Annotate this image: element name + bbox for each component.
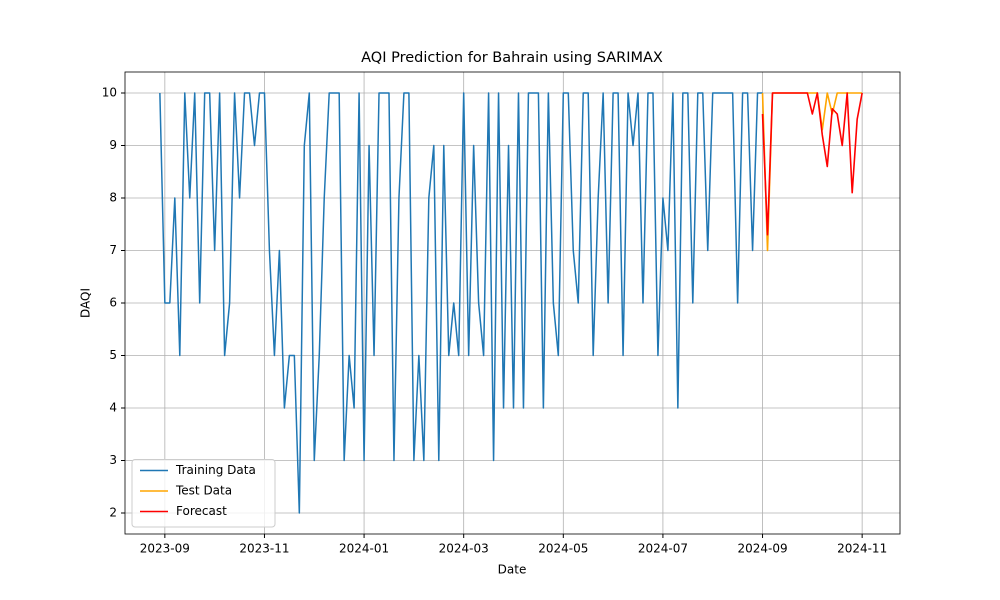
y-axis-label: DAQI [79, 288, 93, 318]
x-tick-label: 2024-01 [339, 542, 389, 556]
x-tick-label: 2024-07 [638, 542, 688, 556]
y-tick-label: 7 [109, 243, 117, 257]
y-tick-label: 6 [109, 296, 117, 310]
legend-box [131, 459, 276, 528]
y-tick-label: 8 [109, 191, 117, 205]
y-tick-label: 4 [109, 401, 117, 415]
series-line [761, 92, 863, 252]
plot-area [159, 92, 863, 514]
x-tick-label: 2023-11 [239, 542, 289, 556]
legend-label: Test Data [175, 484, 232, 498]
x-axis-label: Date [498, 563, 527, 577]
x-tick-label: 2024-03 [439, 542, 489, 556]
x-tick-label: 2024-05 [538, 542, 588, 556]
y-tick-label: 2 [109, 506, 117, 520]
axes-frame [124, 71, 901, 535]
legend-label: Training Data [175, 463, 256, 477]
series-line [159, 92, 763, 514]
y-tick-label: 3 [109, 453, 117, 467]
legend: Training Data Test Data Forecast [131, 459, 276, 528]
y-tick-label: 5 [109, 348, 117, 362]
legend-label: Forecast [176, 504, 227, 518]
x-tick-label: 2024-11 [837, 542, 887, 556]
y-tick-label: 9 [109, 138, 117, 152]
x-tick-label: 2024-09 [737, 542, 787, 556]
chart-title: AQI Prediction for Bahrain using SARIMAX [361, 50, 663, 66]
y-tick-label: 10 [102, 86, 117, 100]
x-tick-label: 2023-09 [140, 542, 190, 556]
series-line [761, 92, 863, 236]
